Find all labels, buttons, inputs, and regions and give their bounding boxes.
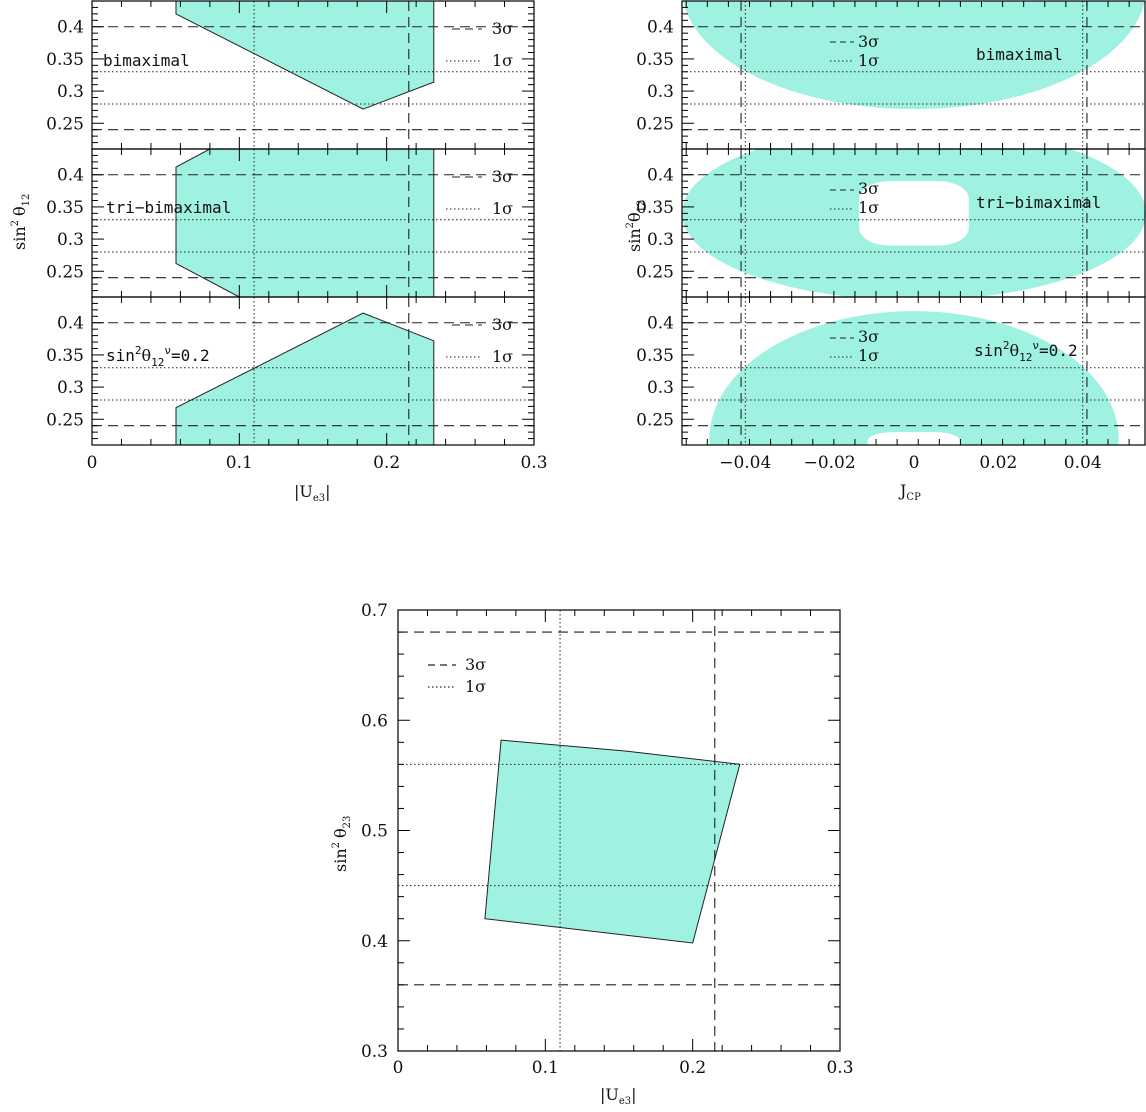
legend-1sigma-r2: 1σ bbox=[858, 346, 879, 365]
legend-left: 3σ 1σ 3σ 1σ 3σ 1σ bbox=[492, 19, 513, 366]
region-hole-right-1 bbox=[859, 181, 969, 246]
legend-3sigma-l1: 3σ bbox=[492, 167, 513, 186]
xtick-label-bottom: 0 bbox=[393, 1058, 404, 1078]
ytick-label-left-2: 0.35 bbox=[46, 346, 84, 366]
ytick-label-left-2: 0.25 bbox=[46, 410, 84, 430]
xtick-label-right: −0.02 bbox=[804, 453, 856, 473]
legend-1sigma-l0: 1σ bbox=[492, 51, 513, 70]
xtick-label-right: 0 bbox=[909, 453, 920, 473]
reference-lines bbox=[92, 1, 1146, 1051]
label-tri-bimaximal-right: tri−bimaximal bbox=[976, 193, 1101, 212]
ytick-label-right-1: 0.35 bbox=[636, 198, 674, 218]
ytick-label-right-0: 0.4 bbox=[647, 18, 674, 38]
xtick-label-bottom: 0.1 bbox=[532, 1058, 559, 1078]
ytick-label-right-1: 0.25 bbox=[636, 262, 674, 282]
legend-bottom: 3σ 1σ bbox=[428, 655, 486, 696]
xtick-label-left: 0.2 bbox=[373, 453, 400, 473]
label-bimaximal-right: bimaximal bbox=[976, 45, 1063, 64]
ticks bbox=[91, 1, 1130, 1052]
frame-right-2 bbox=[681, 296, 1146, 446]
ytick-label-left-2: 0.3 bbox=[57, 378, 84, 398]
region-left-1 bbox=[175, 149, 435, 297]
ytick-label-right-2: 0.35 bbox=[636, 346, 674, 366]
region-hole-right-2 bbox=[867, 432, 961, 445]
label-s12nu-right: sin2θ12ν=0.2 bbox=[974, 339, 1078, 364]
ytick-label-left-1: 0.35 bbox=[46, 198, 84, 218]
ytick-label-left-2: 0.4 bbox=[57, 314, 84, 334]
ylabel-left: sin2θ12 bbox=[10, 194, 32, 250]
xtick-label-bottom: 0.2 bbox=[679, 1058, 706, 1078]
xlabel-left: |Ue3| bbox=[294, 482, 331, 504]
ytick-label-left-0: 0.4 bbox=[57, 18, 84, 38]
xtick-label-right: −0.04 bbox=[719, 453, 771, 473]
ytick-label-right-2: 0.25 bbox=[636, 410, 674, 430]
ylabel-bottom: sin2θ23 bbox=[331, 816, 353, 872]
ytick-label-right-0: 0.3 bbox=[647, 82, 674, 102]
ytick-label-bottom: 0.7 bbox=[361, 601, 388, 621]
ytick-label-left-0: 0.35 bbox=[46, 50, 84, 70]
ytick-label-right-1: 0.3 bbox=[647, 230, 674, 250]
xtick-label-left: 0.1 bbox=[226, 453, 253, 473]
region-left-0 bbox=[175, 1, 435, 110]
region-left-2 bbox=[175, 312, 435, 445]
ytick-label-bottom: 0.6 bbox=[361, 711, 388, 731]
legend-3sigma-l0: 3σ bbox=[492, 19, 513, 38]
ytick-label-bottom: 0.4 bbox=[361, 932, 388, 952]
legend-1sigma-r0: 1σ bbox=[858, 51, 879, 70]
label-tri-bimaximal-left: tri−bimaximal bbox=[106, 198, 231, 217]
ytick-label-bottom: 0.5 bbox=[361, 822, 388, 842]
ytick-label-left-0: 0.3 bbox=[57, 82, 84, 102]
legend-1sigma-l2: 1σ bbox=[492, 347, 513, 366]
xtick-label-right: 0.04 bbox=[1064, 453, 1102, 473]
fills bbox=[175, 1, 1146, 944]
legend-1sigma-l1: 1σ bbox=[492, 199, 513, 218]
legend-3sigma-bottom: 3σ bbox=[465, 655, 486, 674]
region-bottom bbox=[484, 739, 741, 944]
ylabel-right: sin2θ12 bbox=[625, 200, 647, 252]
ytick-label-right-0: 0.35 bbox=[636, 50, 674, 70]
xtick-label-bottom: 0.3 bbox=[826, 1058, 853, 1078]
legend-right: 3σ 1σ 3σ 1σ 3σ 1σ bbox=[858, 32, 879, 365]
xtick-label-left: 0.3 bbox=[520, 453, 547, 473]
ytick-label-left-1: 0.25 bbox=[46, 262, 84, 282]
ytick-label-right-1: 0.4 bbox=[647, 166, 674, 186]
legend-3sigma-r0: 3σ bbox=[858, 32, 879, 51]
region-right-2 bbox=[709, 311, 1119, 445]
xlabel-right: JCP bbox=[898, 481, 921, 503]
ytick-label-left-1: 0.3 bbox=[57, 230, 84, 250]
frame-left-2 bbox=[91, 296, 535, 446]
legend-3sigma-r2: 3σ bbox=[858, 327, 879, 346]
ytick-label-right-2: 0.3 bbox=[647, 378, 674, 398]
ytick-label-left-1: 0.4 bbox=[57, 166, 84, 186]
label-s12nu-left: sin2θ12ν=0.2 bbox=[106, 344, 210, 369]
xtick-label-left: 0 bbox=[87, 453, 98, 473]
legend-1sigma-bottom: 1σ bbox=[465, 677, 486, 696]
ytick-label-right-2: 0.4 bbox=[647, 314, 674, 334]
legend-3sigma-l2: 3σ bbox=[492, 315, 513, 334]
region-right-0 bbox=[683, 1, 1145, 110]
ytick-label-left-0: 0.25 bbox=[46, 114, 84, 134]
tick-labels: 0.25 0.3 0.35 0.4 0.25 0.3 0.35 0.4 0.25 0.3 0.35 0… bbox=[46, 18, 1102, 1078]
label-bimaximal-left: bimaximal bbox=[103, 51, 190, 70]
xtick-label-right: 0.02 bbox=[979, 453, 1017, 473]
ytick-label-bottom: 0.3 bbox=[361, 1042, 388, 1062]
xlabel-bottom: |Ue3| bbox=[600, 1085, 637, 1107]
legend-3sigma-r1: 3σ bbox=[858, 179, 879, 198]
legend-1sigma-r1: 1σ bbox=[858, 198, 879, 217]
ytick-label-right-0: 0.25 bbox=[636, 114, 674, 134]
